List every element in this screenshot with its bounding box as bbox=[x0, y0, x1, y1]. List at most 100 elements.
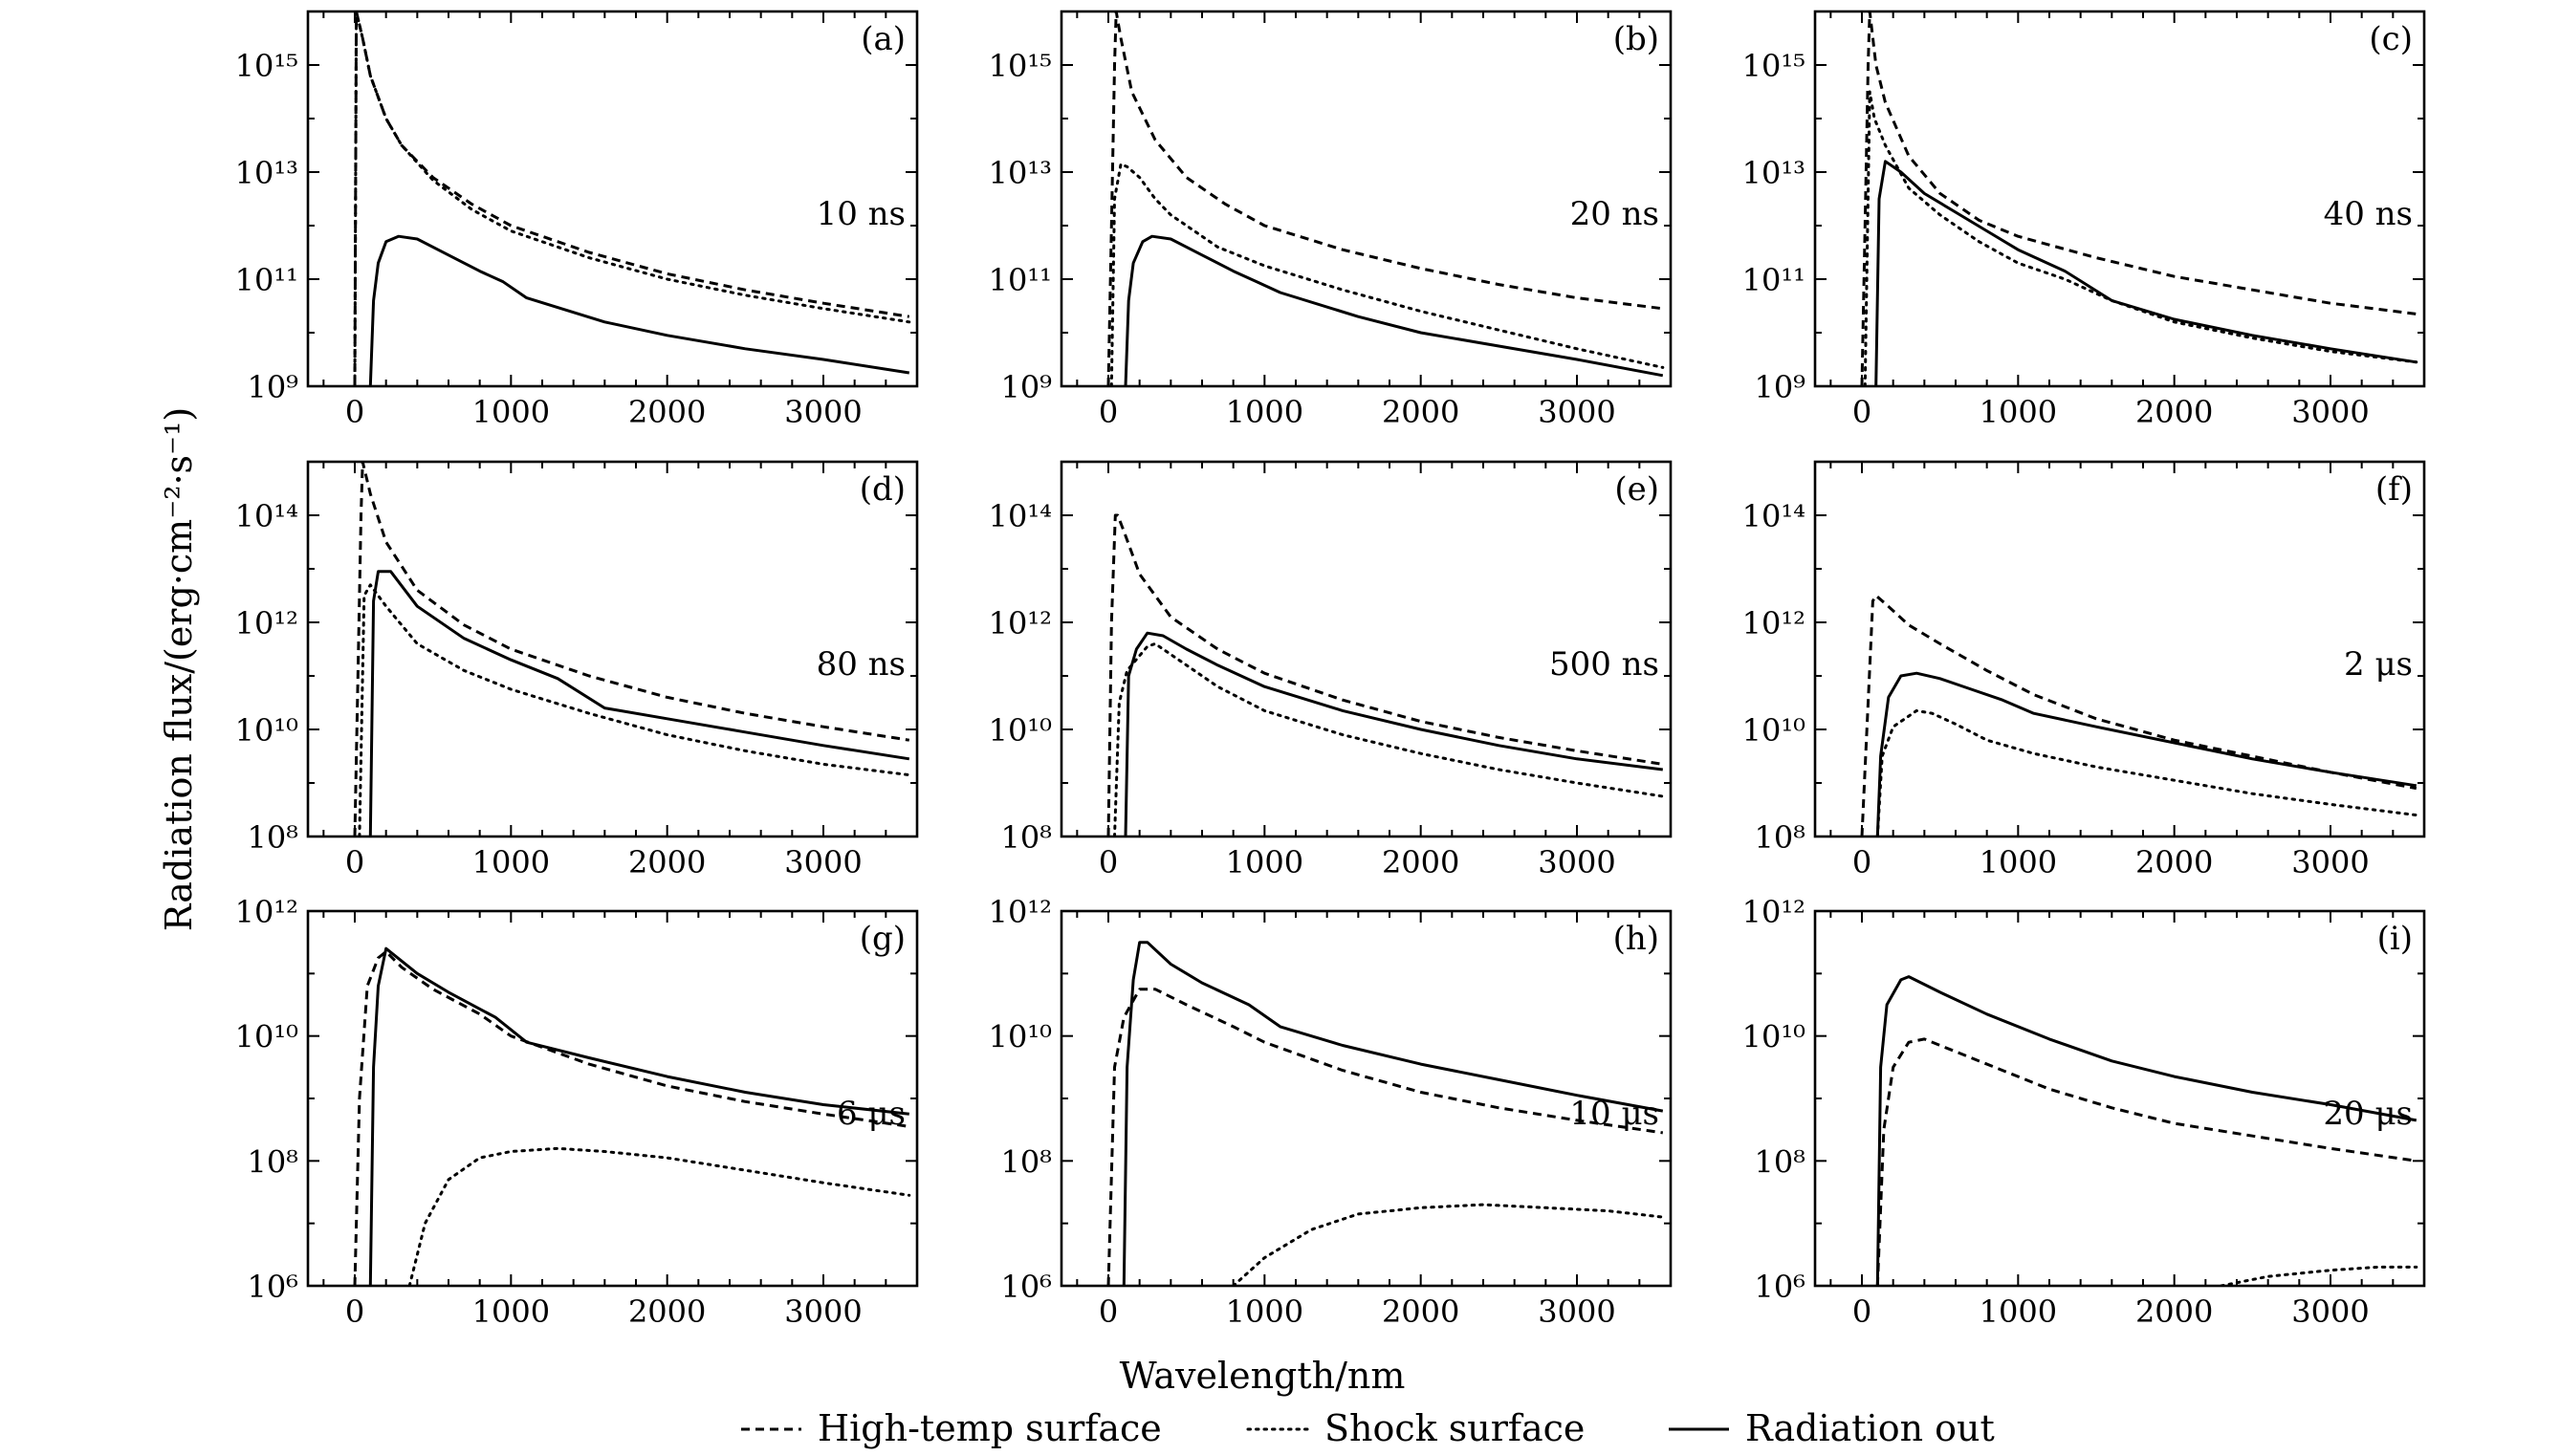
series-group bbox=[353, 946, 911, 1286]
y-tick-label: 10¹⁰ bbox=[235, 712, 298, 749]
x-tick-label: 0 bbox=[1852, 394, 1871, 430]
y-tick-label: 10⁸ bbox=[1000, 1143, 1052, 1180]
x-tick-label: 1000 bbox=[1226, 394, 1303, 430]
series-line-dashed bbox=[1875, 1037, 2418, 1286]
y-tick-label: 10¹³ bbox=[989, 155, 1052, 191]
x-tick-label: 3000 bbox=[2291, 394, 2369, 430]
panel-d: 0 1000 2000 3000 10⁸ 10¹⁰ 10¹² 10¹⁴ (d) 80 ns bbox=[235, 460, 919, 880]
series-line-solid bbox=[1124, 631, 1663, 837]
series-line-dashed bbox=[353, 462, 910, 837]
x-tick-label: 2000 bbox=[2135, 394, 2213, 430]
panel-h: 0 1000 2000 3000 10⁶ 10⁸ 10¹⁰ 10¹² (h) 10 μs bbox=[989, 894, 1673, 1330]
plot-frame bbox=[1813, 10, 2426, 388]
time-label: 20 ns bbox=[1570, 195, 1659, 233]
series-group bbox=[1860, 594, 2418, 837]
time-label: 2 μs bbox=[2344, 645, 2413, 684]
series-line-dotted bbox=[1232, 1203, 1665, 1286]
panel-label: (d) bbox=[860, 470, 906, 509]
x-tick-label: 2000 bbox=[628, 1293, 706, 1330]
y-tick-label: 10¹⁰ bbox=[989, 1019, 1052, 1055]
x-tick-label: 3000 bbox=[1538, 1293, 1615, 1330]
panel-f: 0 1000 2000 3000 10⁸ 10¹⁰ 10¹² 10¹⁴ (f) 2 μs bbox=[1742, 460, 2426, 880]
y-tick-label: 10¹⁴ bbox=[1742, 498, 1805, 534]
series-group bbox=[1875, 975, 2418, 1286]
y-tick-label: 10¹⁵ bbox=[1742, 48, 1805, 84]
y-tick-label: 10¹³ bbox=[235, 155, 298, 191]
x-tick-label: 2000 bbox=[1382, 1293, 1459, 1330]
plot-frame bbox=[1060, 460, 1673, 838]
x-tick-label: 0 bbox=[1099, 394, 1118, 430]
plot-frame bbox=[1060, 10, 1673, 388]
x-tick-label: 0 bbox=[1099, 1293, 1118, 1330]
panel-e: 0 1000 2000 3000 10⁸ 10¹⁰ 10¹² 10¹⁴ (e) 500 ns bbox=[989, 460, 1673, 880]
y-axis-label: Radiation flux/(erg·cm⁻²·s⁻¹) bbox=[158, 407, 200, 931]
panel-label: (a) bbox=[861, 20, 906, 58]
time-label: 10 ns bbox=[817, 195, 906, 233]
time-label: 40 ns bbox=[2324, 195, 2413, 233]
series-line-dashed bbox=[353, 950, 910, 1286]
plot-frame bbox=[1813, 460, 2426, 838]
panel-g: 0 1000 2000 3000 10⁶ 10⁸ 10¹⁰ 10¹² (g) 6 μs bbox=[235, 894, 919, 1330]
x-tick-label: 0 bbox=[1099, 844, 1118, 880]
series-line-solid bbox=[368, 570, 910, 837]
x-tick-label: 0 bbox=[345, 844, 364, 880]
y-tick-label: 10¹² bbox=[989, 605, 1052, 641]
y-tick-label: 10¹⁴ bbox=[989, 498, 1052, 534]
legend-entry: High-temp surface bbox=[818, 1407, 1162, 1449]
y-tick-label: 10¹² bbox=[1742, 605, 1805, 641]
time-label: 20 μs bbox=[2323, 1095, 2413, 1133]
y-tick-label: 10¹² bbox=[1742, 894, 1805, 930]
y-tick-label: 10¹¹ bbox=[235, 262, 298, 298]
x-tick-label: 3000 bbox=[784, 844, 862, 880]
y-tick-label: 10¹⁰ bbox=[1742, 712, 1805, 749]
x-tick-label: 1000 bbox=[472, 844, 550, 880]
y-tick-label: 10⁸ bbox=[1000, 819, 1052, 856]
x-tick-label: 0 bbox=[345, 1293, 364, 1330]
panel-label: (e) bbox=[1614, 470, 1659, 509]
series-line-dashed bbox=[1860, 594, 2418, 837]
panel-c: 0 1000 2000 3000 10⁹ 10¹¹ 10¹³ 10¹⁵ (c) 40 ns bbox=[1742, 10, 2426, 430]
x-tick-label: 0 bbox=[1852, 1293, 1871, 1330]
series-line-dotted bbox=[407, 1146, 911, 1286]
y-tick-label: 10⁶ bbox=[1754, 1269, 1805, 1305]
x-tick-label: 1000 bbox=[472, 1293, 550, 1330]
series-line-dashed bbox=[1860, 11, 2417, 386]
y-tick-label: 10¹³ bbox=[1742, 155, 1805, 191]
x-tick-label: 1000 bbox=[1980, 1293, 2057, 1330]
series-group bbox=[1860, 11, 2418, 386]
y-tick-label: 10¹¹ bbox=[1742, 262, 1805, 298]
x-tick-label: 3000 bbox=[1538, 844, 1615, 880]
y-tick-label: 10¹¹ bbox=[989, 262, 1052, 298]
legend-entry: Shock surface bbox=[1324, 1407, 1585, 1449]
y-tick-label: 10⁶ bbox=[1000, 1269, 1052, 1305]
series-line-dotted bbox=[1109, 163, 1665, 386]
x-tick-label: 1000 bbox=[1980, 394, 2057, 430]
series-line-dotted bbox=[353, 11, 911, 386]
plot-frame bbox=[306, 909, 919, 1288]
x-axis-label: Wavelength/nm bbox=[1120, 1355, 1406, 1397]
series-group bbox=[1106, 11, 1665, 386]
panel-label: (c) bbox=[2369, 20, 2413, 58]
series-line-dotted bbox=[2220, 1265, 2418, 1286]
y-tick-label: 10⁶ bbox=[247, 1269, 298, 1305]
time-label: 10 μs bbox=[1569, 1095, 1659, 1133]
y-tick-label: 10¹⁵ bbox=[235, 48, 298, 84]
panel-a: 0 1000 2000 3000 10⁹ 10¹¹ 10¹³ 10¹⁵ (a) 10 ns bbox=[235, 10, 919, 430]
panel-label: (i) bbox=[2377, 920, 2413, 958]
x-tick-label: 3000 bbox=[784, 394, 862, 430]
series-line-dashed bbox=[1106, 513, 1664, 837]
y-tick-label: 10¹² bbox=[989, 894, 1052, 930]
y-tick-label: 10⁹ bbox=[1000, 369, 1052, 405]
series-line-dotted bbox=[1113, 641, 1665, 837]
series-line-dotted bbox=[1875, 708, 2418, 837]
x-tick-label: 3000 bbox=[784, 1293, 862, 1330]
series-line-solid bbox=[1875, 671, 2418, 837]
series-line-dashed bbox=[1106, 11, 1663, 386]
series-group bbox=[1106, 941, 1665, 1286]
series-line-solid bbox=[1122, 941, 1664, 1286]
y-tick-label: 10¹⁵ bbox=[989, 48, 1052, 84]
legend: High-temp surface Shock surface Radiation … bbox=[741, 1407, 1995, 1449]
panel-label: (g) bbox=[860, 920, 906, 958]
y-tick-label: 10¹⁴ bbox=[235, 498, 298, 534]
